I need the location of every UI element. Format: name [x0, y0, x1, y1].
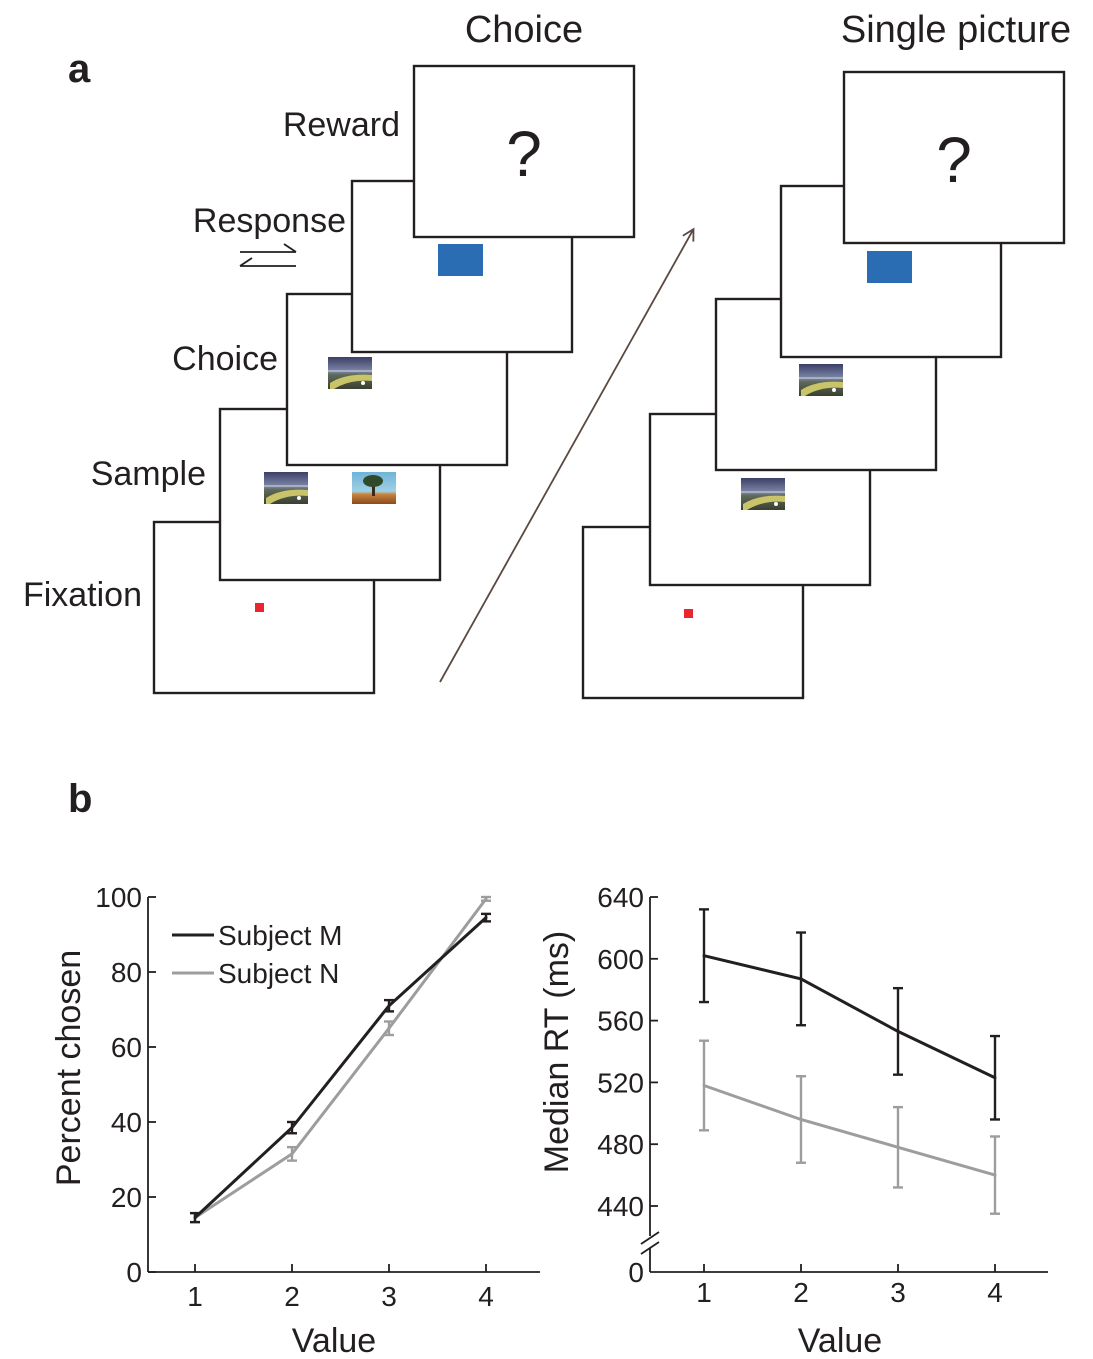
- data-point: [897, 1030, 900, 1033]
- stimulus-photo-road: [264, 472, 308, 504]
- stimulus-photo-road: [328, 357, 372, 389]
- stage-label-choice: Choice: [172, 340, 278, 378]
- x-tick-label: 1: [187, 1281, 203, 1312]
- data-point: [388, 1027, 391, 1030]
- data-point: [485, 916, 488, 919]
- single-stimulus-photo: [741, 478, 785, 510]
- reward-question-mark: ?: [506, 118, 542, 190]
- data-point: [994, 1174, 997, 1177]
- percent-chosen-chart: 0 20 40 60 80 100 1 2 3 4 Value Percent chosen Subje…: [50, 882, 540, 1359]
- data-point: [485, 897, 488, 900]
- data-point: [800, 977, 803, 980]
- series-line-subject-n: [704, 1085, 995, 1175]
- panel-b-letter: b: [68, 777, 92, 821]
- stage-label-reward: Reward: [283, 106, 400, 144]
- y-origin-label: 0: [628, 1257, 644, 1288]
- stimulus-photo-tree: [352, 472, 396, 504]
- horizontal-double-arrow-icon: [240, 244, 296, 266]
- x-tick-label: 4: [478, 1281, 494, 1312]
- single-reward-question-mark: ?: [936, 124, 972, 196]
- x-tick-label: 4: [987, 1277, 1003, 1308]
- data-point: [388, 1004, 391, 1007]
- y-tick-label: 80: [111, 957, 142, 988]
- single-column-frames: ?: [583, 72, 1064, 698]
- x-tick-label: 3: [381, 1281, 397, 1312]
- x-tick-label: 2: [284, 1281, 300, 1312]
- x-tick-label: 3: [890, 1277, 906, 1308]
- choice-column-title: Choice: [465, 9, 583, 51]
- data-point: [800, 1118, 803, 1121]
- single-response-target: [867, 251, 912, 283]
- y-axis-title: Median RT (ms): [538, 931, 576, 1173]
- data-point: [703, 954, 706, 957]
- y-tick-label: 600: [597, 944, 644, 975]
- x-axis-title: Value: [292, 1322, 376, 1359]
- single-column-title: Single picture: [841, 9, 1071, 51]
- x-tick-label: 2: [793, 1277, 809, 1308]
- y-tick-label: 520: [597, 1067, 644, 1098]
- series-line-subject-m: [704, 956, 995, 1078]
- y-tick-label: 480: [597, 1129, 644, 1160]
- single-stimulus-photo: [799, 364, 843, 396]
- data-point: [897, 1146, 900, 1149]
- response-target: [438, 244, 483, 276]
- panel-a-letter: a: [68, 47, 91, 91]
- stage-label-fixation: Fixation: [23, 576, 142, 614]
- choice-column-frames: ?: [154, 66, 634, 693]
- y-axis-title: Percent chosen: [50, 950, 88, 1186]
- data-point: [291, 1126, 294, 1129]
- x-tick-label: 1: [696, 1277, 712, 1308]
- data-point: [291, 1152, 294, 1155]
- y-tick-label: 100: [95, 882, 142, 913]
- legend-label: Subject N: [218, 958, 339, 989]
- y-tick-label: 560: [597, 1006, 644, 1037]
- data-point: [994, 1076, 997, 1079]
- stage-label-sample: Sample: [91, 455, 206, 493]
- x-axis-title: Value: [798, 1322, 882, 1359]
- median-rt-chart: 440 480 520 560 600 640 0 1 2 3 4 Value Median RT (m…: [538, 882, 1048, 1359]
- fixation-dot: [255, 603, 264, 612]
- y-tick-label: 40: [111, 1107, 142, 1138]
- y-tick-label: 20: [111, 1182, 142, 1213]
- single-fixation-dot: [684, 609, 693, 618]
- y-tick-label: 60: [111, 1032, 142, 1063]
- data-point: [703, 1084, 706, 1087]
- data-point: [194, 1216, 197, 1219]
- y-tick-label: 440: [597, 1191, 644, 1222]
- stage-label-response: Response: [193, 202, 346, 240]
- legend-label: Subject M: [218, 920, 343, 951]
- y-tick-label: 0: [126, 1257, 142, 1288]
- y-tick-label: 640: [597, 882, 644, 913]
